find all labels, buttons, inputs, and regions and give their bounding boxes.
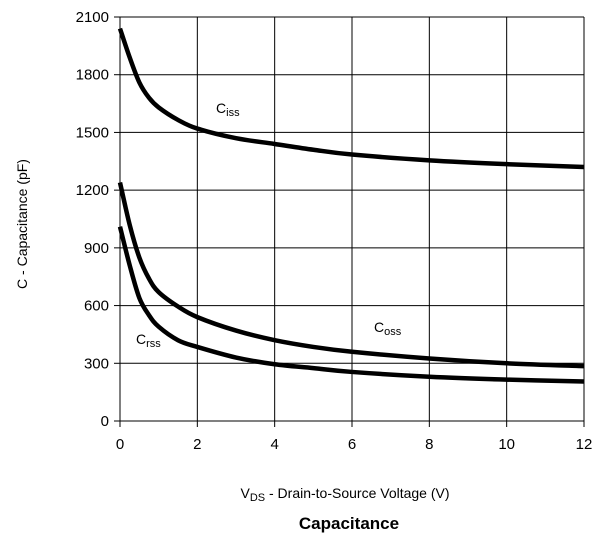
series-label-ciss: Ciss — [216, 100, 240, 119]
y-tick-label: 1500 — [76, 124, 109, 141]
series-label-crss: Crss — [136, 331, 161, 350]
x-tick-label: 0 — [116, 436, 124, 453]
y-tick-label: 300 — [84, 355, 109, 372]
y-tick-label: 600 — [84, 298, 109, 315]
y-tick-label: 1800 — [76, 67, 109, 84]
x-tick-label: 10 — [498, 436, 515, 453]
x-axis-label: VDS - Drain-to-Source Voltage (V) — [240, 485, 449, 504]
y-axis-label: C - Capacitance (pF) — [14, 159, 30, 289]
y-tick-labels: 0 300 600 900 1200 1500 1800 2100 — [76, 9, 109, 430]
series-line-coss — [117, 181, 585, 369]
x-tick-label: 4 — [270, 436, 278, 453]
series-line-crss — [117, 226, 585, 384]
x-tick-label: 12 — [576, 436, 593, 453]
x-tick-label: 8 — [425, 436, 433, 453]
series-label-coss: Coss — [374, 319, 402, 338]
grid — [114, 16, 585, 427]
y-tick-label: 2100 — [76, 9, 109, 26]
series-curves — [117, 27, 585, 384]
chart-title: Capacitance — [299, 514, 399, 533]
x-tick-label: 6 — [348, 436, 356, 453]
series-line-ciss — [117, 27, 585, 170]
x-tick-label: 2 — [193, 436, 201, 453]
x-tick-labels: 0 2 4 6 8 10 12 — [116, 436, 593, 453]
y-tick-label: 1200 — [76, 182, 109, 199]
y-tick-label: 0 — [101, 413, 109, 430]
y-tick-label: 900 — [84, 240, 109, 257]
